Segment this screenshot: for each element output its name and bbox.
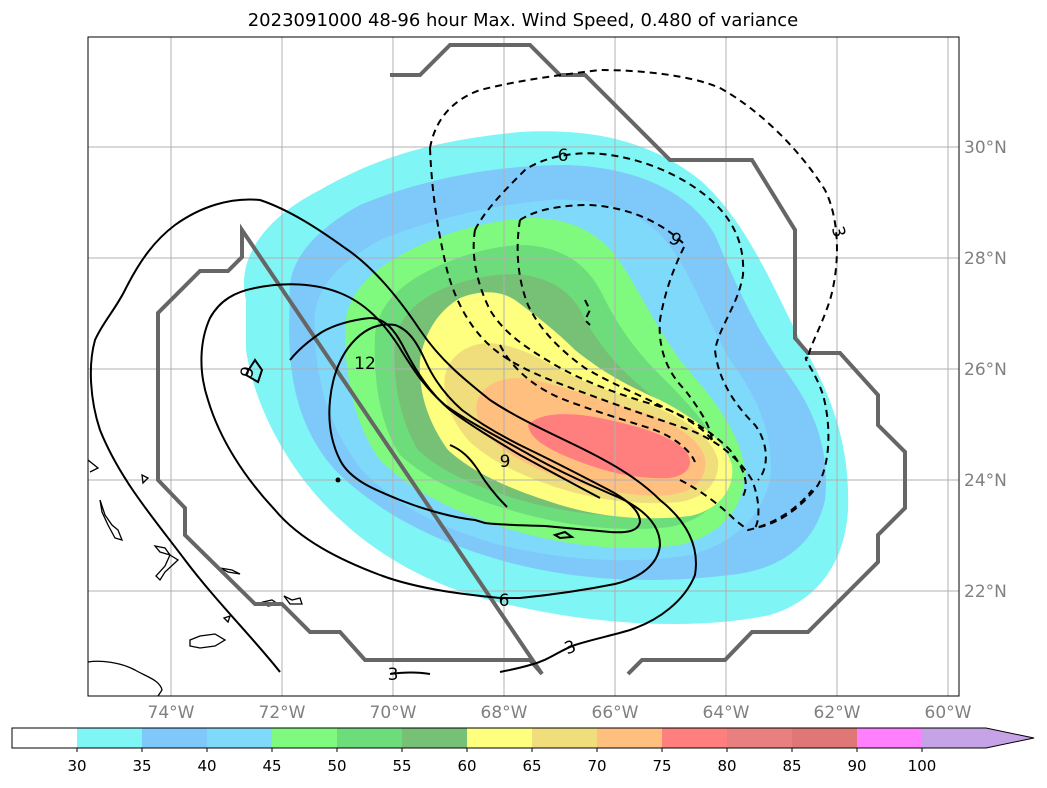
coastline-bahamas-2 [99, 499, 124, 541]
colorbar-tick-label: 40 [197, 757, 216, 775]
lon-tick-label: 66°W [592, 703, 639, 723]
lat-tick-label: 30°N [964, 138, 1007, 158]
map-panel: 6 9 3 12 9 9 6 3 3 [88, 37, 959, 696]
colorbar-tick-label: 30 [67, 757, 86, 775]
lon-tick-label: 60°W [925, 703, 972, 723]
coastline-bahamas-5 [155, 554, 180, 582]
dashed-contours [429, 68, 838, 532]
colorbar-cell [662, 728, 727, 748]
contour-label: 6 [558, 146, 569, 166]
coastline-puerto-rico-left [189, 633, 227, 649]
lat-tick-label: 28°N [964, 249, 1007, 269]
colorbar-tick-label: 60 [457, 757, 476, 775]
lon-tick-label: 70°W [370, 703, 417, 723]
solid-contour-9 [328, 323, 642, 534]
colorbar-tick-label: 90 [847, 757, 866, 775]
solid-contour-12 [289, 316, 601, 499]
contour-label: 12 [354, 354, 376, 374]
dashed-contour-9-inner [516, 219, 713, 441]
lon-tick-label: 68°W [481, 703, 528, 723]
colorbar-tick-label: 65 [522, 757, 541, 775]
lat-tick-label: 26°N [964, 360, 1007, 380]
graticule [88, 37, 959, 696]
lon-tick-label: 72°W [259, 703, 306, 723]
coastline-bahamas-3 [141, 473, 150, 485]
lat-tick-labels: 30°N 28°N 26°N 24°N 22°N [964, 138, 1007, 602]
dashed-contour-bottom [679, 479, 813, 532]
colorbar-tick-label: 35 [132, 757, 151, 775]
colorbar-tick-label: 50 [327, 757, 346, 775]
colorbar-cell [922, 728, 987, 748]
solid-contour-6 [200, 283, 662, 599]
lon-tick-label: 64°W [703, 703, 750, 723]
dashed-contour-12 [499, 344, 696, 463]
solid-contour-3-small [389, 671, 431, 675]
colorbar-cell [467, 728, 532, 748]
solid-contour-6-left-lobe [244, 358, 264, 384]
coastline-islet [222, 614, 232, 624]
colorbar-cell [402, 728, 467, 748]
coastline-bahamas-1 [88, 459, 100, 473]
colorbar: 30 35 40 45 50 55 60 65 70 75 80 85 90 100 [11, 727, 1035, 775]
colorbar-cell [337, 728, 402, 748]
contour-label: 9 [500, 452, 511, 472]
colorbar-cell [597, 728, 662, 748]
colorbar-cell [142, 728, 207, 748]
dashed-contour-3 [429, 68, 838, 359]
colorbar-cells [12, 728, 1035, 748]
colorbar-cell [857, 728, 922, 748]
coastline-hispaniola [88, 660, 163, 696]
solid-contour-3 [89, 198, 697, 673]
dashed-contour-9 [519, 203, 713, 441]
lon-tick-label: 74°W [148, 703, 195, 723]
lon-tick-labels: 74°W 72°W 70°W 68°W 66°W 64°W 62°W 60°W [148, 703, 972, 723]
lon-tick-label: 62°W [814, 703, 861, 723]
colorbar-tick-label: 55 [392, 757, 411, 775]
colorbar-tick-label: 45 [262, 757, 281, 775]
colorbar-cell [207, 728, 272, 748]
colorbar-tick-label: 75 [652, 757, 671, 775]
solid-contours [89, 198, 697, 675]
colorbar-cell [792, 728, 857, 748]
colorbar-cell [272, 728, 337, 748]
coastline-islands-b [283, 595, 303, 605]
lat-tick-label: 24°N [964, 471, 1007, 491]
contour-label: 9 [237, 364, 259, 380]
contour-label: 3 [388, 665, 399, 685]
colorbar-extend-arrow [987, 728, 1035, 748]
colorbar-cell [12, 728, 77, 748]
colorbar-ticks: 30 35 40 45 50 55 60 65 70 75 80 85 90 100 [67, 748, 936, 775]
solid-contour-small-loop [552, 530, 575, 540]
shade-75-80 [528, 414, 690, 479]
figure-title: 2023091000 48-96 hour Max. Wind Speed, 0… [248, 10, 799, 31]
colorbar-cell [532, 728, 597, 748]
contour-point [335, 477, 341, 483]
solid-contour-9-inner [449, 444, 508, 508]
verification-region-outline [156, 43, 907, 676]
contour-label: 6 [499, 591, 510, 611]
colorbar-outline [11, 727, 1035, 749]
dashed-contour-6-inner [472, 229, 747, 499]
colorbar-tick-label: 85 [782, 757, 801, 775]
colorbar-cell [727, 728, 792, 748]
colorbar-cell [77, 728, 142, 748]
dashed-contour-3-inner [429, 147, 830, 530]
contour-label: 3 [827, 224, 849, 240]
colorbar-tick-label: 100 [908, 757, 937, 775]
map-frame [87, 36, 960, 697]
colorbar-tick-label: 80 [717, 757, 736, 775]
coastline-turks-caicos [219, 567, 241, 575]
lat-tick-label: 22°N [964, 582, 1007, 602]
colorbar-tick-label: 70 [587, 757, 606, 775]
dashed-contour-small [583, 299, 592, 326]
